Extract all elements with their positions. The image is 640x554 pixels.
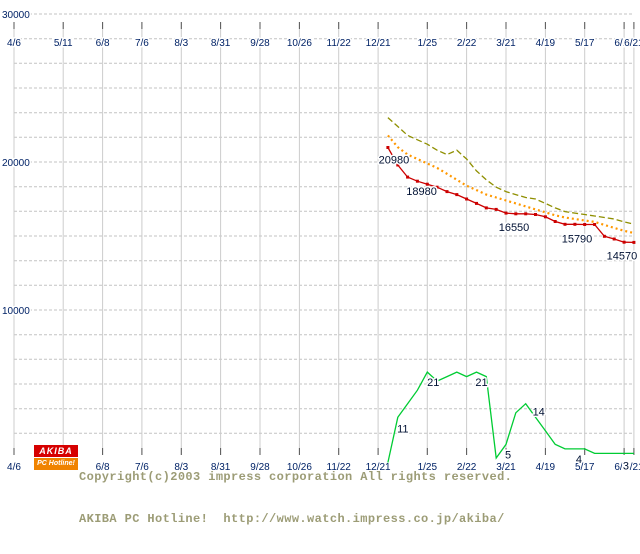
series-marker xyxy=(583,223,587,226)
point-label: 15790 xyxy=(562,233,593,245)
x-axis-label-bottom: 12/21 xyxy=(366,462,391,473)
point-label: 21 xyxy=(427,377,439,389)
x-axis-label-bottom: 2/22 xyxy=(457,462,477,473)
y-axis-label: 10000 xyxy=(2,306,30,317)
akiba-price-graph-screen: 4/64/65/115/116/86/87/67/68/38/38/318/31… xyxy=(1,9,640,526)
series-marker xyxy=(622,240,626,244)
copyright: Copyright(c)2003 impress corporation All… xyxy=(79,442,512,554)
x-axis-label-bottom: 10/26 xyxy=(287,462,312,473)
x-axis-label-top: 6/14 xyxy=(614,38,634,49)
series-marker xyxy=(593,223,597,226)
x-axis-label-top: 6/21 xyxy=(624,38,640,49)
x-axis-label-bottom: 4/6 xyxy=(7,462,21,473)
x-axis-label-bottom: 9/28 xyxy=(250,462,270,473)
series-marker xyxy=(396,163,400,167)
point-label: 4 xyxy=(576,454,582,466)
series-marker xyxy=(494,207,498,211)
x-axis-label-bottom: 11/22 xyxy=(327,462,352,473)
x-axis-label-top: 10/26 xyxy=(287,38,312,49)
site-url-text: AKIBA PC Hotline! http://www.watch.impre… xyxy=(79,512,505,526)
series-marker xyxy=(543,215,547,219)
akiba-logo: AKIBA PC Hotline! xyxy=(34,445,78,470)
series-marker xyxy=(415,179,419,183)
series-marker xyxy=(553,220,557,223)
point-label: 14 xyxy=(533,407,545,419)
x-axis-label-bottom: 3/21 xyxy=(496,462,516,473)
x-axis-label-bottom: 7/6 xyxy=(135,462,149,473)
x-axis-label-top: 11/22 xyxy=(327,38,352,49)
x-axis-label-bottom: 5/17 xyxy=(575,462,595,473)
x-axis-label-top: 3/21 xyxy=(496,38,516,49)
axis-ticks xyxy=(13,22,635,455)
series-marker xyxy=(465,197,469,201)
series-marker xyxy=(534,213,537,216)
x-axis-label-bottom: 8/3 xyxy=(174,462,188,473)
series-marker xyxy=(514,212,518,216)
x-axis-label-top: 5/17 xyxy=(575,38,595,49)
price-history-chart: 4/64/65/115/116/86/87/67/68/38/38/318/31… xyxy=(1,9,640,475)
data-labels: 20980 18980 16550 15790 14570 11 21 21 5 14 4 3 xyxy=(377,153,639,474)
point-label: 5 xyxy=(505,449,511,461)
x-axis-label-bottom: 4/19 xyxy=(536,462,556,473)
x-axis-label-top: 9/28 xyxy=(250,38,270,49)
series-average-price xyxy=(387,134,635,235)
series-marker xyxy=(475,201,478,205)
series-shop-count xyxy=(387,371,634,463)
series-marker xyxy=(455,193,459,197)
x-axis-label-top: 1/25 xyxy=(418,38,438,49)
series-marker xyxy=(632,240,636,244)
x-axis-label-bottom: 6/21 xyxy=(624,462,640,473)
series-marker xyxy=(445,190,449,194)
x-axis-label-top: 8/31 xyxy=(211,38,231,49)
point-label: 3 xyxy=(623,460,629,472)
point-label: 11 xyxy=(397,423,408,435)
x-axis-label-top: 12/21 xyxy=(366,38,391,49)
series-marker xyxy=(573,222,577,226)
series-marker xyxy=(425,182,429,186)
x-axis-label-top: 6/8 xyxy=(96,38,110,49)
akiba-logo-top-text: AKIBA xyxy=(34,445,78,457)
series-marker xyxy=(612,237,616,241)
series-marker xyxy=(386,146,390,149)
x-axis-label-top: 2/22 xyxy=(457,38,477,49)
akiba-logo-bottom-text: PC Hotline! xyxy=(34,458,78,470)
x-axis-label-top: 8/3 xyxy=(174,38,188,49)
axis-labels: 4/64/65/115/116/86/87/67/68/38/38/318/31… xyxy=(1,9,640,475)
series-marker xyxy=(484,206,488,210)
point-label: 20980 xyxy=(379,155,410,167)
series-marker xyxy=(504,211,508,215)
series-marker xyxy=(406,175,410,179)
series-marker xyxy=(563,222,567,226)
y-axis-label: 20000 xyxy=(2,158,30,169)
x-axis-label-bottom: 6/14 xyxy=(614,462,634,473)
x-axis-label-top: 7/6 xyxy=(135,38,149,49)
x-axis-label-top: 5/11 xyxy=(54,38,73,49)
series-highest-price xyxy=(387,117,635,225)
point-label: 14570 xyxy=(607,250,638,262)
x-axis-label-top: 4/19 xyxy=(536,38,556,49)
point-label: 18980 xyxy=(406,186,437,198)
copyright-text: Copyright(c)2003 impress corporation All… xyxy=(79,470,513,484)
series-marker xyxy=(602,234,606,238)
series-lowest-price xyxy=(387,147,634,244)
series-marker xyxy=(524,212,528,216)
series xyxy=(386,117,636,463)
x-axis-label-top: 4/6 xyxy=(7,38,21,49)
x-axis-label-bottom: 1/25 xyxy=(418,462,438,473)
gridlines xyxy=(13,13,635,455)
point-label: 16550 xyxy=(499,222,530,234)
point-label: 21 xyxy=(475,377,487,389)
x-axis-label-bottom: 6/8 xyxy=(96,462,110,473)
y-axis-label: 30000 xyxy=(2,10,30,21)
x-axis-label-bottom: 8/31 xyxy=(211,462,231,473)
series-marker xyxy=(435,185,439,189)
